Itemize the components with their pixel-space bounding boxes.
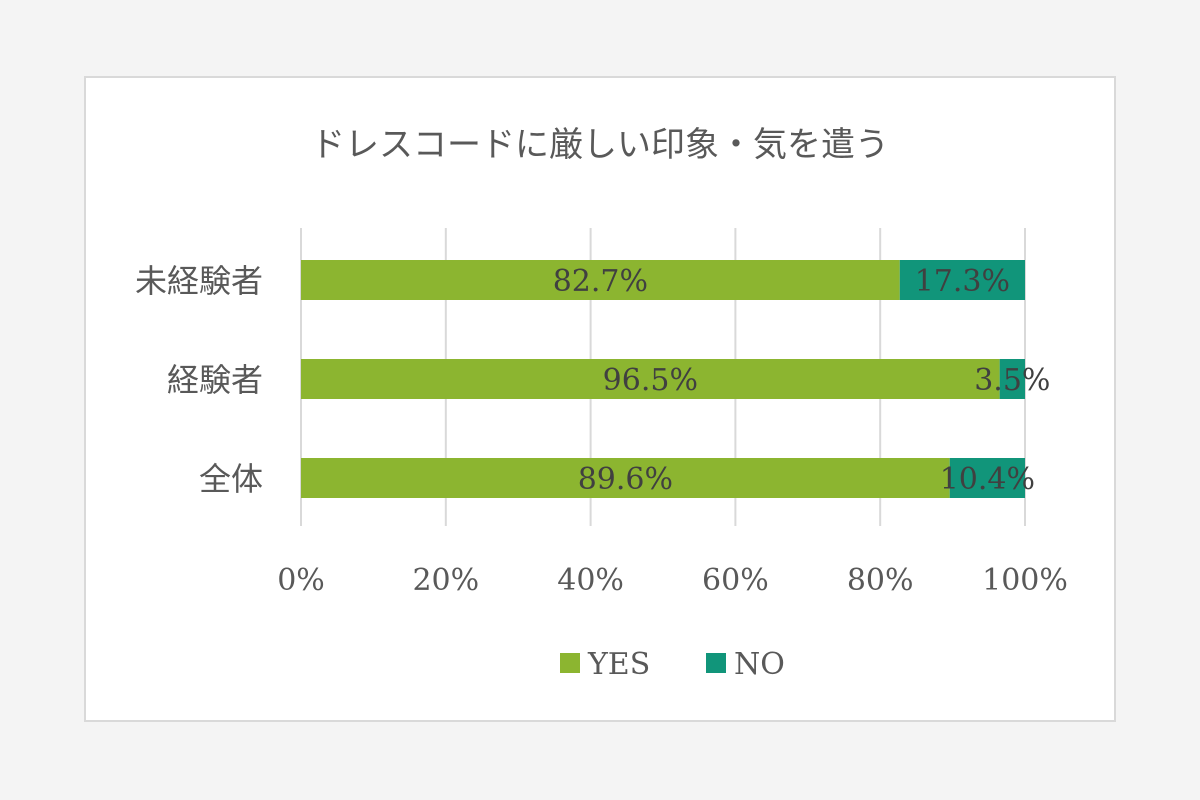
category-label: 未経験者: [135, 262, 263, 300]
data-labels: 82.7% 17.3% 96.5% 3.5% 89.6% 10.4%: [553, 264, 1051, 497]
bars: [301, 260, 1025, 498]
x-tick-label: 80%: [847, 563, 914, 598]
data-label-yes: 89.6%: [578, 462, 673, 497]
data-label-no: 17.3%: [915, 264, 1010, 299]
chart-card: ドレスコードに厳しい印象・気を遣う 82.7% 17.3% 96.5% 3.5% 89.…: [84, 76, 1116, 722]
x-tick-labels: 0% 20% 40% 60% 80% 100%: [277, 563, 1068, 598]
x-tick-label: 60%: [702, 563, 769, 598]
x-tick-label: 100%: [982, 563, 1068, 598]
bar-yes-1: [301, 359, 1000, 399]
x-tick-label: 20%: [412, 563, 479, 598]
data-label-yes: 96.5%: [603, 363, 698, 398]
data-label-no: 10.4%: [940, 462, 1035, 497]
bar-yes-2: [301, 458, 950, 498]
bar-no-2: [949, 458, 1025, 498]
bar-yes-0: [301, 260, 900, 300]
data-label-no: 3.5%: [974, 363, 1050, 398]
chart-svg: ドレスコードに厳しい印象・気を遣う 82.7% 17.3% 96.5% 3.5% 89.…: [135, 125, 1068, 682]
x-tick-label: 40%: [557, 563, 624, 598]
bar-no-1: [999, 359, 1025, 399]
x-tick-label: 0%: [277, 563, 325, 598]
legend-label-yes: YES: [587, 647, 650, 682]
legend: YES NO: [560, 647, 785, 682]
chart-title: ドレスコードに厳しい印象・気を遣う: [311, 125, 889, 165]
data-label-yes: 82.7%: [553, 264, 648, 299]
category-label: 経験者: [167, 361, 263, 399]
bar-no-0: [899, 260, 1025, 300]
legend-swatch-no: [706, 653, 726, 673]
category-label: 全体: [199, 460, 263, 498]
legend-swatch-yes: [560, 653, 580, 673]
legend-label-no: NO: [734, 647, 785, 682]
